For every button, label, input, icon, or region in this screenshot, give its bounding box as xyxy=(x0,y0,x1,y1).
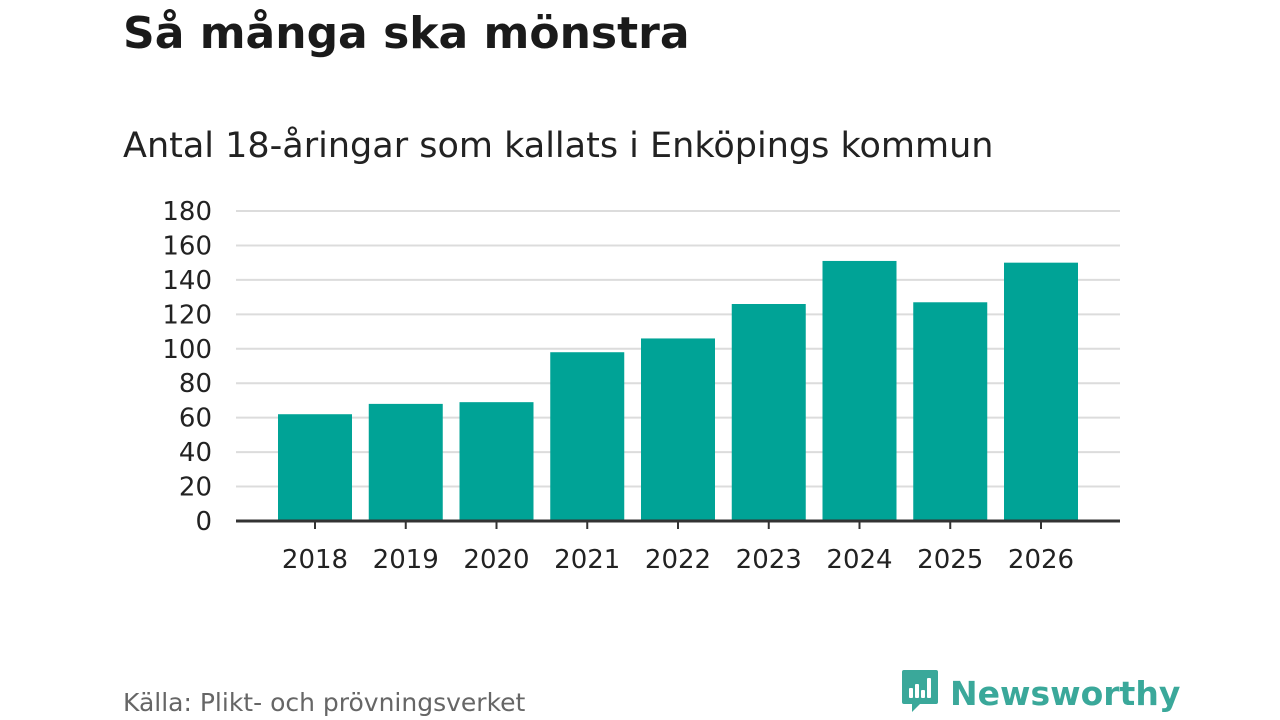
x-tick-label: 2023 xyxy=(736,545,802,575)
bar-2023 xyxy=(731,304,806,521)
bars xyxy=(278,260,1078,521)
chart-subtitle: Antal 18-åringar som kallats i Enköpings… xyxy=(123,126,994,166)
y-tick-label: 0 xyxy=(195,507,212,537)
x-tick-label: 2026 xyxy=(1008,545,1074,575)
y-tick-label: 20 xyxy=(179,473,212,503)
x-tick-label: 2020 xyxy=(463,545,529,575)
x-tick-label: 2024 xyxy=(826,545,892,575)
bar-2026 xyxy=(1004,262,1078,521)
chart-title: Så många ska mönstra xyxy=(123,8,690,59)
bar-chart-speech-bubble-icon xyxy=(900,668,940,718)
bar-chart: 0 20 40 60 80 100 120 140 160 180 2018 2019 2020 202… xyxy=(162,197,1120,575)
x-tick-label: 2018 xyxy=(282,545,348,575)
bar-2020 xyxy=(459,402,534,521)
y-tick-label: 100 xyxy=(162,335,212,365)
y-tick-label: 60 xyxy=(179,404,212,434)
x-tick-label: 2019 xyxy=(373,545,439,575)
source-note: Källa: Plikt- och prövningsverket xyxy=(123,688,526,717)
bar-2021 xyxy=(550,352,625,521)
y-tick-label: 80 xyxy=(179,369,212,399)
y-tick-label: 160 xyxy=(162,231,212,261)
y-tick-label: 120 xyxy=(162,300,212,330)
x-tick-label: 2021 xyxy=(554,545,620,575)
bar-2018 xyxy=(278,414,352,521)
x-tick-label: 2022 xyxy=(645,545,711,575)
x-tick-label: 2025 xyxy=(917,545,983,575)
y-tick-label: 140 xyxy=(162,266,212,296)
brand-logo: Newsworthy xyxy=(900,668,1180,718)
bar-2022 xyxy=(641,338,715,521)
bar-2019 xyxy=(368,403,443,521)
y-tick-label: 180 xyxy=(162,197,212,227)
bar-2024 xyxy=(822,260,897,521)
x-axis-ticks: 2018 2019 2020 2021 2022 2023 2024 2025 2026 xyxy=(282,521,1074,575)
y-tick-label: 40 xyxy=(179,438,212,468)
brand-name: Newsworthy xyxy=(950,673,1181,713)
y-axis-ticks: 0 20 40 60 80 100 120 140 160 180 xyxy=(162,197,212,537)
bar-2025 xyxy=(913,302,988,521)
